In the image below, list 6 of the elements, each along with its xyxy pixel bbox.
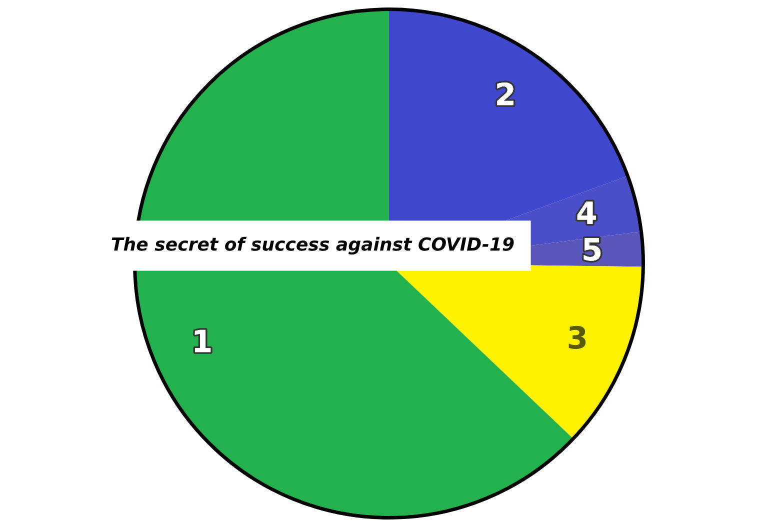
slice-label: 3 xyxy=(568,326,586,350)
slice-label: 2 xyxy=(497,82,514,106)
slice-label: 5 xyxy=(584,238,601,261)
text: The secret of success against COVID-19 xyxy=(112,236,514,255)
slice-label: 1 xyxy=(194,330,211,352)
slice-label: 4 xyxy=(577,202,596,224)
